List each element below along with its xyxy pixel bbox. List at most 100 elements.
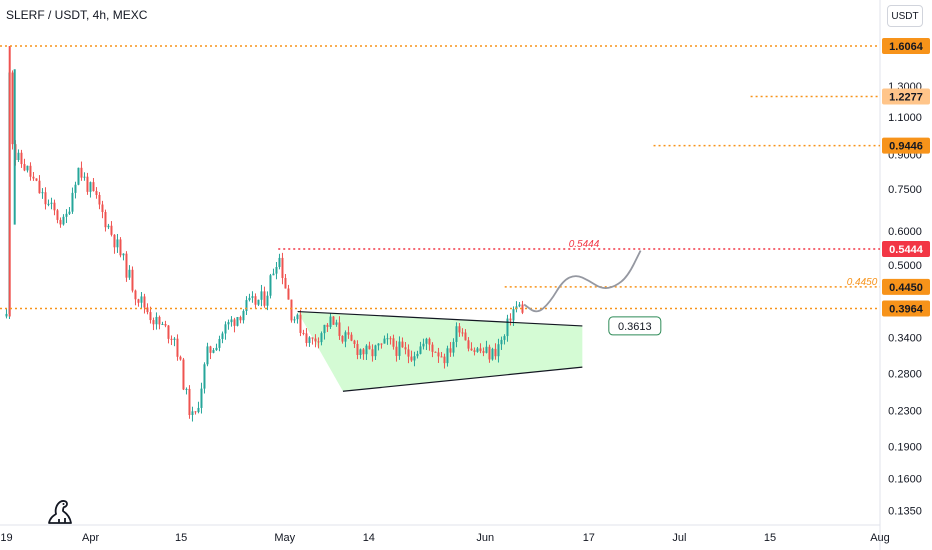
price-tag-label: 0.5444: [889, 244, 924, 256]
candle-body: [101, 204, 104, 213]
candle-body: [74, 184, 77, 193]
candle-body: [77, 167, 80, 185]
x-tick-label: 19: [0, 532, 12, 544]
candle-body: [110, 225, 113, 235]
candle-body: [347, 332, 350, 335]
candle-body: [194, 411, 197, 413]
candle-body: [368, 345, 371, 350]
candle-body: [236, 317, 239, 326]
candle-body: [59, 219, 62, 225]
y-tick-label: 0.2300: [888, 406, 922, 418]
candle-body: [296, 314, 299, 320]
candle-body: [308, 337, 311, 343]
candle-body: [386, 338, 389, 340]
candle-body: [26, 165, 29, 171]
candle-body: [299, 314, 302, 333]
candle-body: [317, 341, 320, 343]
candle-body: [209, 346, 212, 353]
candle-body: [395, 346, 398, 356]
y-tick-label: 0.1900: [888, 441, 922, 453]
y-tick-label: 0.2800: [888, 369, 922, 381]
candle-body: [353, 340, 356, 345]
candle-body: [83, 176, 86, 178]
candle-body: [131, 269, 134, 291]
candle-body: [494, 348, 497, 357]
triangle-callout-label: 0.3613: [618, 321, 652, 333]
candle-body: [116, 239, 119, 248]
candle-body: [491, 348, 494, 360]
candle-body: [47, 203, 50, 205]
candle-body: [500, 339, 503, 345]
candle-body: [332, 316, 335, 325]
price-tag: [882, 241, 930, 258]
candle-body: [425, 338, 428, 344]
candle-body: [44, 192, 47, 205]
candle-body: [455, 326, 458, 342]
candle-body: [416, 353, 419, 357]
candle-body: [422, 343, 425, 347]
candle-body: [281, 257, 284, 278]
y-tick-label: 0.7500: [888, 184, 922, 196]
candle-body: [290, 299, 293, 321]
price-tag-label: 0.9446: [889, 141, 923, 153]
candle-body: [410, 356, 413, 361]
candle-body: [404, 347, 407, 350]
candle-body: [206, 346, 209, 365]
x-tick-label: 14: [363, 532, 375, 544]
candle-body: [50, 202, 53, 204]
candle-body: [53, 202, 56, 211]
x-tick-label: Jun: [476, 532, 494, 544]
candle-body: [284, 277, 287, 289]
candle-body: [446, 348, 449, 364]
candle-body: [62, 216, 65, 225]
candle-body: [140, 296, 143, 303]
candle-body: [149, 312, 152, 321]
triangle-callout-box: [608, 316, 662, 336]
candle-body: [350, 334, 353, 341]
candle-body: [221, 333, 224, 339]
currency-button[interactable]: USDT: [887, 5, 923, 27]
candle-body: [443, 356, 446, 364]
candle-body: [458, 326, 461, 333]
candle-body: [170, 338, 173, 340]
candle-body: [434, 351, 437, 353]
candle-body: [203, 364, 206, 389]
x-tick-label: Aug: [870, 532, 890, 544]
candle-body: [11, 72, 14, 145]
candle-body: [128, 269, 131, 278]
price-tag-label: 1.6064: [889, 41, 924, 53]
candle-body: [338, 322, 341, 336]
tradingview-logo-icon[interactable]: [46, 496, 74, 526]
candle-body: [113, 234, 116, 248]
x-tick-label: 15: [175, 532, 187, 544]
candle-body: [497, 344, 500, 357]
candle-body: [515, 306, 518, 310]
candle-body: [431, 344, 434, 352]
candle-body: [440, 356, 443, 358]
candle-body: [320, 333, 323, 343]
candle-body: [92, 182, 95, 192]
candle-body: [359, 349, 362, 355]
candle-body: [374, 345, 377, 357]
candle-body: [335, 322, 338, 325]
candle-body: [230, 319, 233, 323]
candle-body: [185, 388, 188, 390]
candle-body: [467, 340, 470, 349]
candle-body: [461, 332, 464, 334]
candle-body: [248, 297, 251, 301]
candle-body: [119, 239, 122, 256]
candle-body: [29, 165, 32, 177]
level-inline-label: 0.5444: [569, 239, 600, 250]
candle-body: [17, 152, 20, 160]
candle-body: [326, 324, 329, 327]
candle-body: [218, 338, 221, 348]
candle-body: [32, 176, 35, 179]
price-tag: [882, 137, 930, 154]
candle-body: [134, 290, 137, 300]
candle-body: [428, 338, 431, 345]
candle-body: [56, 210, 59, 220]
candle-body: [437, 352, 440, 357]
candle-body: [164, 324, 167, 326]
candle-body: [197, 407, 200, 413]
